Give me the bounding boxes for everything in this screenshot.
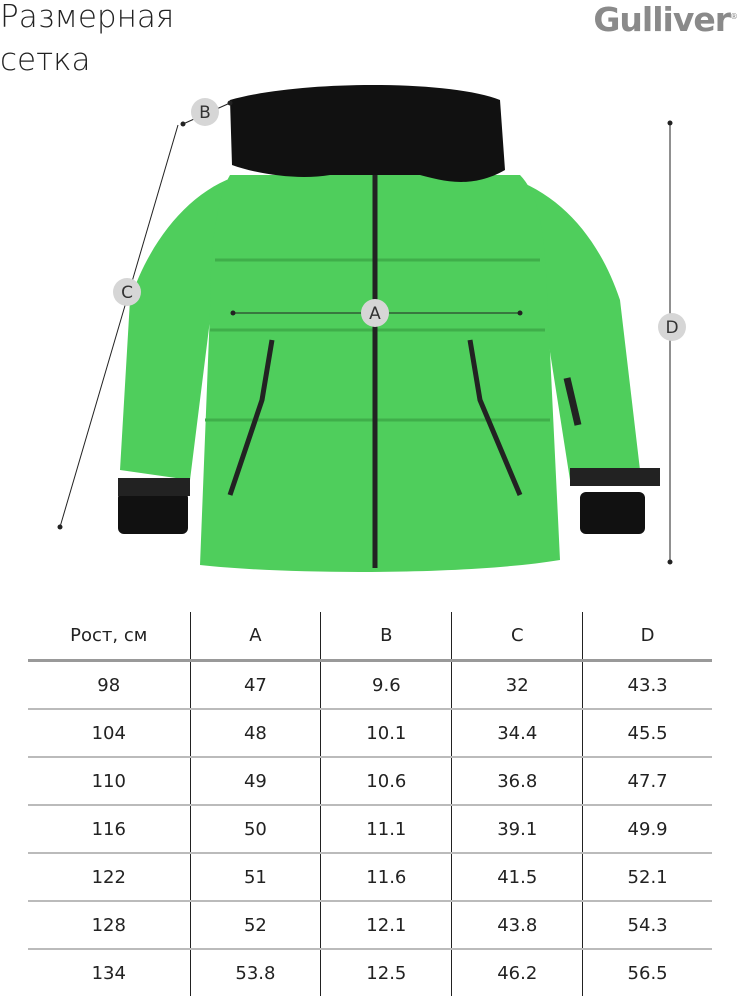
header-b: B [320, 612, 452, 661]
label-c: C [121, 283, 133, 303]
label-a: A [369, 304, 381, 324]
table-cell: 45.5 [582, 709, 712, 757]
label-d: D [665, 318, 678, 338]
table-cell: 128 [91, 914, 126, 936]
table-row: 98 47 9.6 32 43.3 [28, 660, 712, 709]
table-cell: 11.1 [320, 805, 452, 853]
table-cell: 41.5 [451, 853, 583, 901]
table-cell: 56.5 [582, 949, 712, 996]
table-cell: 104 [91, 722, 126, 744]
table-cell: 116 [91, 818, 126, 840]
table-cell: 52.1 [582, 853, 712, 901]
table-cell: 110 [91, 770, 126, 792]
table-row: 104 48 10.1 34.4 45.5 [28, 709, 712, 757]
table-cell: 47.7 [582, 757, 712, 805]
table-cell: 39.1 [451, 805, 583, 853]
table-header-row: Рост, см A B C D [28, 612, 712, 661]
table-row: 128 52 12.1 43.8 54.3 [28, 901, 712, 949]
table-cell: 52 [189, 901, 321, 949]
table-cell: 98 [97, 674, 121, 696]
table-row: 110 49 10.6 36.8 47.7 [28, 757, 712, 805]
header-d: D [582, 612, 712, 661]
table-cell: 53.8 [189, 949, 321, 996]
header-height: Рост, см [70, 625, 148, 646]
table-cell: 36.8 [451, 757, 583, 805]
table-cell: 9.6 [320, 660, 452, 709]
table-cell: 34.4 [451, 709, 583, 757]
label-d-badge [658, 313, 686, 341]
table-cell: 12.1 [320, 901, 452, 949]
table-cell: 12.5 [320, 949, 452, 996]
table-cell: 43.3 [582, 660, 712, 709]
label-b-badge [191, 98, 219, 126]
table-cell: 32 [451, 660, 583, 709]
brand-logo: Gulliver® [593, 0, 738, 39]
table-cell: 50 [189, 805, 321, 853]
jacket-illustration [118, 85, 660, 572]
table-cell: 51 [189, 853, 321, 901]
table-cell: 46.2 [451, 949, 583, 996]
table-cell: 11.6 [320, 853, 452, 901]
measure-line-c [59, 124, 179, 528]
header-a: A [189, 612, 321, 661]
table-cell: 48 [189, 709, 321, 757]
table-cell: 10.1 [320, 709, 452, 757]
page-title: Размерная сетка [0, 0, 175, 78]
header-c: C [451, 612, 583, 661]
table-row: 122 51 11.6 41.5 52.1 [28, 853, 712, 901]
table-cell: 43.8 [451, 901, 583, 949]
label-c-badge [113, 278, 141, 306]
jacket-diagram: A B C D [57, 85, 686, 572]
label-a-badge [361, 299, 389, 327]
size-table: Рост, см A B C D 98 47 9.6 32 43.3 104 48 10.1 3… [28, 612, 712, 996]
table-cell: 47 [189, 660, 321, 709]
table-row: 134 53.8 12.5 46.2 56.5 [28, 949, 712, 996]
table-row: 116 50 11.1 39.1 49.9 [28, 805, 712, 853]
table-cell: 54.3 [582, 901, 712, 949]
table-cell: 49 [189, 757, 321, 805]
table-cell: 49.9 [582, 805, 712, 853]
label-b: B [199, 103, 211, 123]
table-cell: 10.6 [320, 757, 452, 805]
table-cell: 134 [91, 962, 126, 984]
table-cell: 122 [91, 866, 126, 888]
